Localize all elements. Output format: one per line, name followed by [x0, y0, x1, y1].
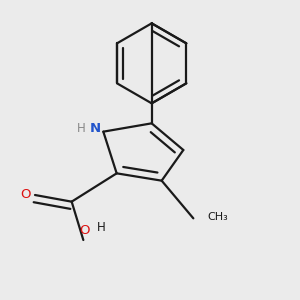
Text: O: O [80, 224, 90, 237]
Text: N: N [89, 122, 100, 135]
Text: O: O [20, 188, 31, 202]
Text: CH₃: CH₃ [207, 212, 228, 222]
Text: H: H [97, 221, 106, 234]
Text: H: H [77, 122, 86, 135]
